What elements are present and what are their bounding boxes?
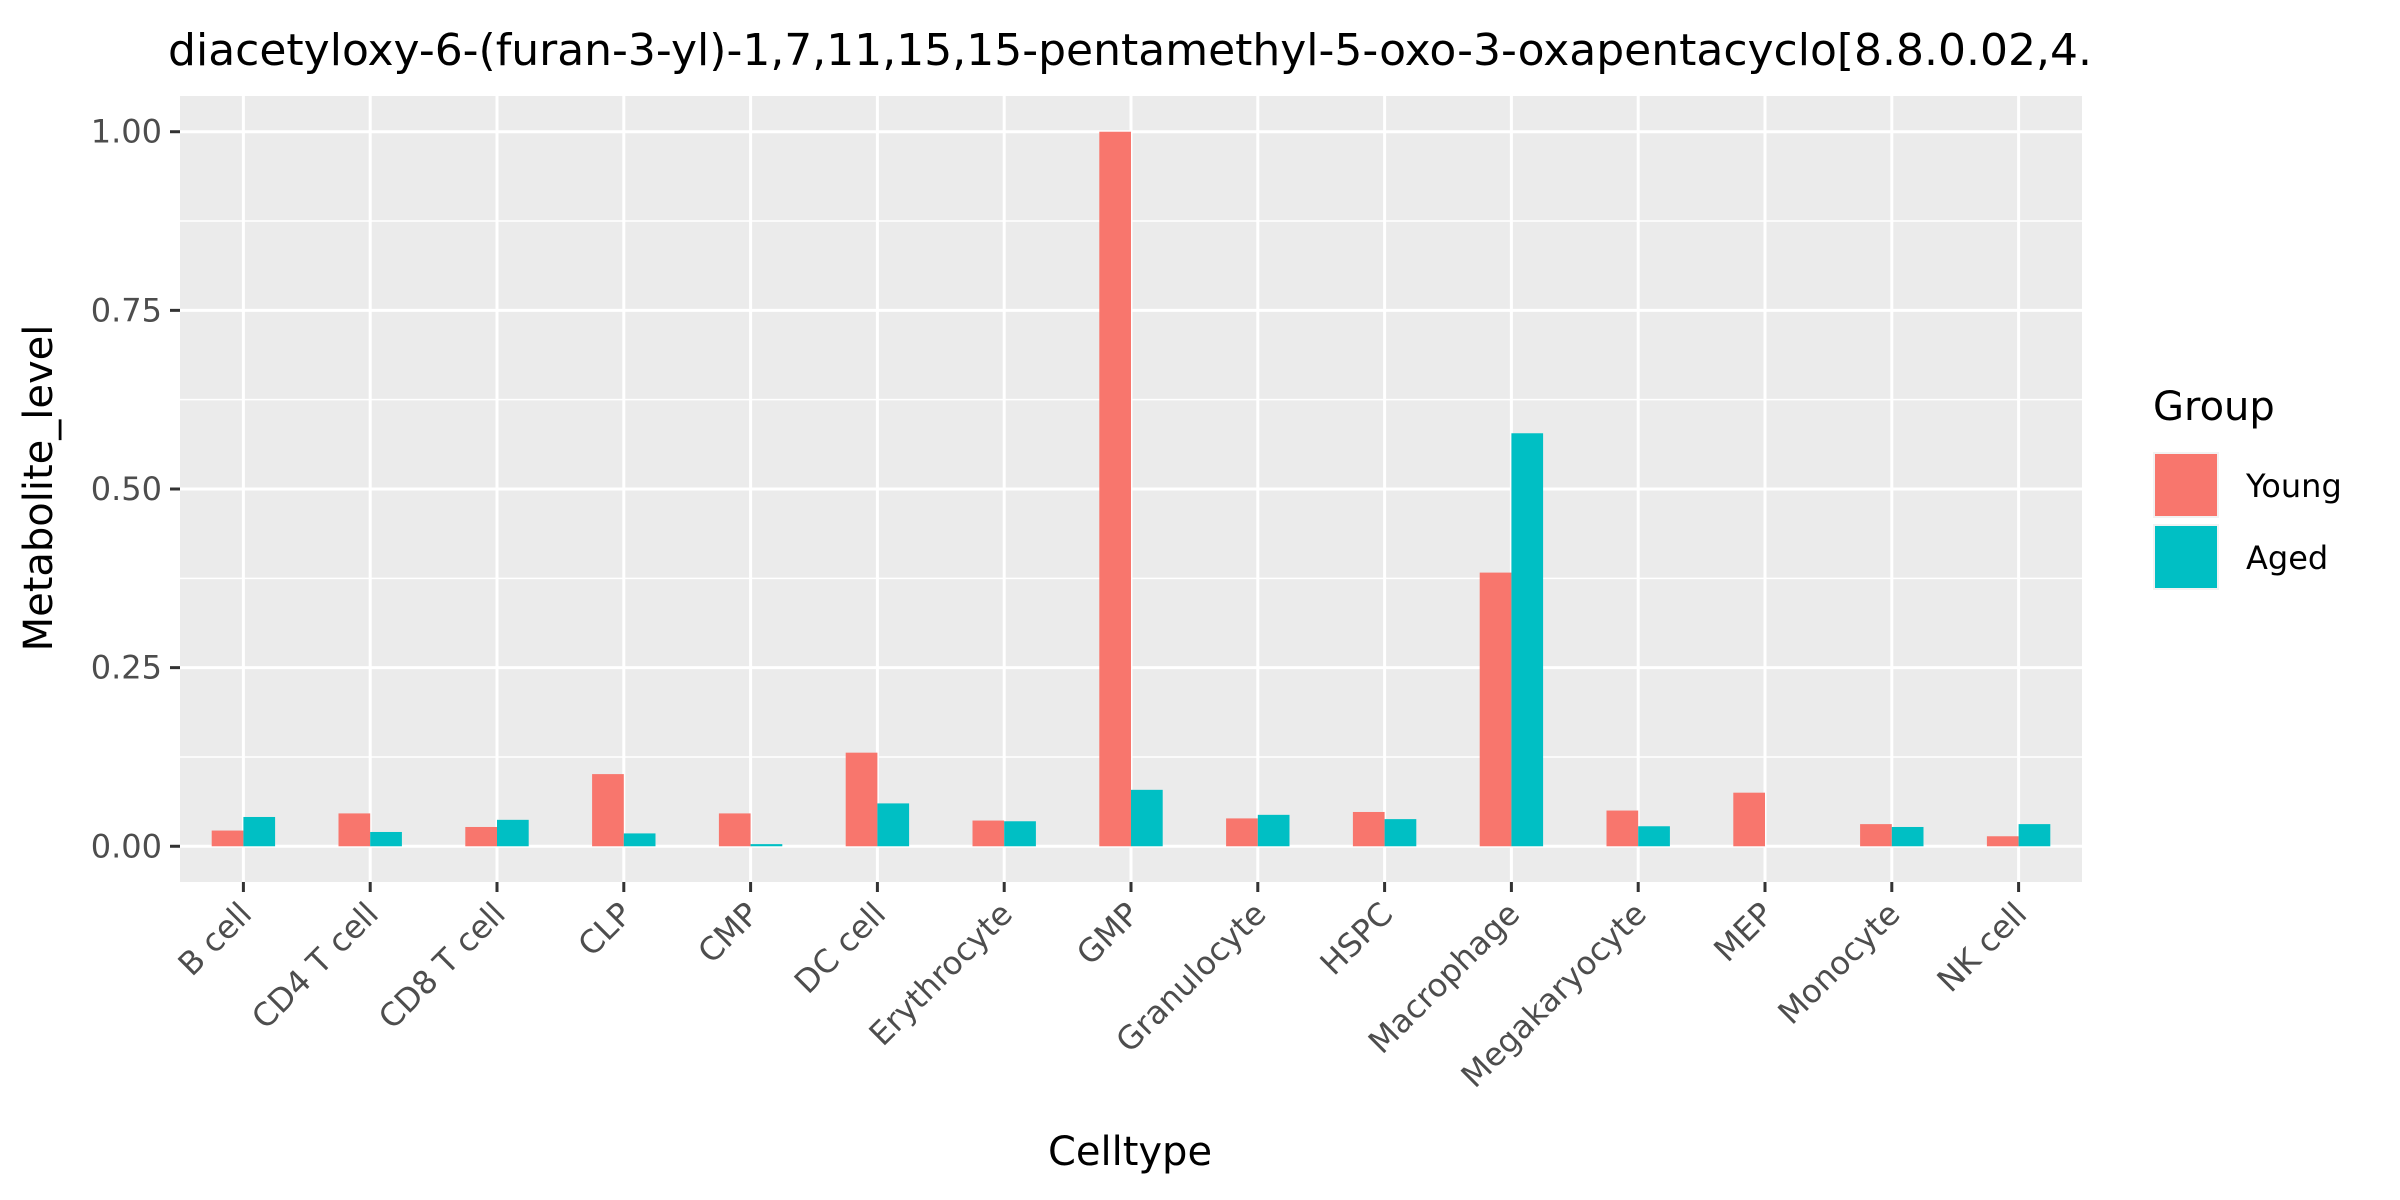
x-tick-label: NK cell: [1929, 895, 2034, 1000]
legend-item-aged: Aged: [2153, 524, 2328, 590]
x-tick-label: B cell: [171, 895, 260, 984]
bar-aged-granulocyte: [1257, 814, 1290, 847]
x-tick-label: MEP: [1706, 895, 1780, 969]
bar-young-monocyte: [1860, 824, 1892, 847]
x-tick-label: DC cell: [787, 895, 893, 1001]
chart-title: diacetyloxy-6-(furan-3-yl)-1,7,11,15,15-…: [168, 25, 2092, 76]
y-axis-title: Metabolite_level: [16, 325, 62, 652]
x-tick-label: Monocyte: [1770, 895, 1907, 1032]
bar-aged-hspc: [1384, 819, 1417, 847]
bar-young-dc-cell: [845, 752, 878, 847]
legend-swatch: [2155, 454, 2217, 516]
bar-aged-erythrocyte: [1004, 821, 1036, 847]
bar-young-macrophage: [1479, 572, 1512, 847]
x-axis-title: Celltype: [1048, 1129, 1212, 1175]
bar-aged-dc-cell: [877, 803, 910, 847]
x-tick-label: CD4 T cell: [244, 895, 386, 1037]
y-tick-label: 0.50: [91, 470, 162, 508]
y-tick-label: 0.00: [91, 827, 162, 865]
bar-young-cd8-t-cell: [465, 826, 497, 847]
x-tick-label: CD8 T cell: [371, 895, 513, 1037]
bar-young-gmp: [1099, 131, 1131, 847]
bar-aged-clp: [623, 833, 656, 847]
bars: [211, 131, 2051, 847]
bar-young-megakaryocyte: [1606, 810, 1639, 847]
legend-label: Aged: [2246, 539, 2328, 577]
x-tick-label: CLP: [571, 895, 640, 964]
bar-young-cd4-t-cell: [338, 813, 371, 847]
bar-aged-b-cell: [243, 816, 276, 847]
legend-item-young: Young: [2153, 452, 2342, 518]
bar-aged-cmp: [750, 844, 783, 847]
x-tick-label: GMP: [1069, 895, 1147, 973]
bar-young-b-cell: [211, 830, 244, 847]
bar-aged-cd4-t-cell: [370, 831, 402, 847]
legend-label: Young: [2245, 467, 2342, 505]
bar-aged-gmp: [1131, 789, 1163, 847]
legend: Group Young Aged: [2153, 384, 2342, 590]
bar-aged-cd8-t-cell: [497, 819, 529, 847]
x-tick-label: HSPC: [1313, 895, 1401, 983]
y-tick-label: 1.00: [91, 113, 162, 151]
bar-young-granulocyte: [1226, 818, 1258, 847]
legend-title: Group: [2153, 384, 2275, 430]
y-axis: 0.00 0.25 0.50 0.75 1.00: [91, 113, 180, 865]
x-tick-label: CMP: [690, 895, 766, 971]
legend-items: Young Aged: [2153, 452, 2342, 590]
bar-young-erythrocyte: [972, 820, 1005, 847]
y-tick-label: 0.25: [91, 649, 162, 687]
bar-young-mep: [1733, 792, 1765, 847]
bar-aged-monocyte: [1891, 826, 1924, 847]
legend-swatch: [2155, 526, 2217, 588]
bar-young-nk-cell: [1986, 836, 2019, 847]
bar-young-cmp: [718, 813, 751, 847]
bar-aged-megakaryocyte: [1638, 826, 1670, 847]
y-tick-label: 0.75: [91, 291, 162, 329]
bar-aged-nk-cell: [2018, 824, 2051, 847]
bar-young-clp: [592, 774, 624, 847]
bar-young-hspc: [1352, 811, 1385, 847]
bar-aged-macrophage: [1511, 433, 1544, 847]
